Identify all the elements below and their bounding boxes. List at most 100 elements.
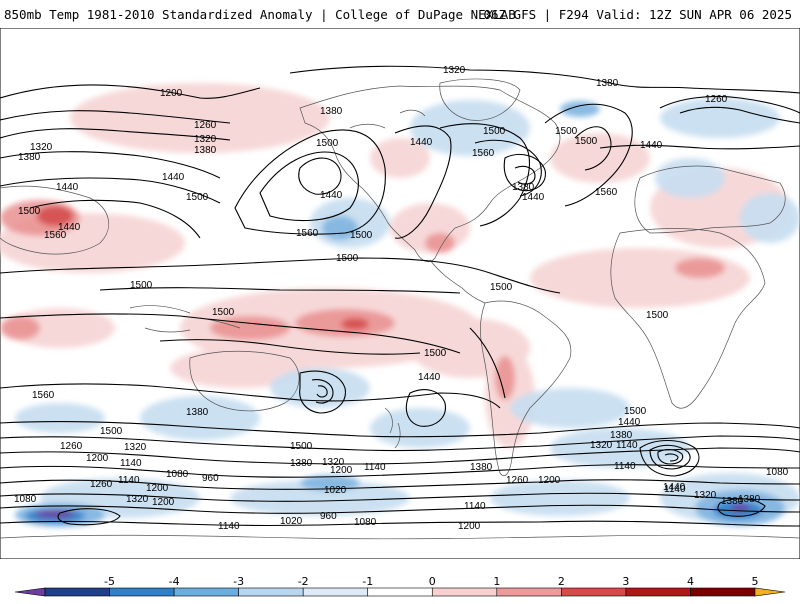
- contour-label: 1200: [160, 88, 183, 99]
- colorbar-tick-label: 5: [751, 575, 759, 588]
- contour-label: 1080: [166, 469, 189, 480]
- contour-label: 1260: [506, 475, 529, 486]
- contour-label: 1380: [194, 145, 217, 156]
- contour-label: 1080: [766, 467, 789, 478]
- contour-label: 1440: [663, 482, 686, 493]
- header-bar: 850mb Temp 1981-2010 Standardized Anomal…: [0, 0, 800, 28]
- contour-label: 1080: [354, 517, 377, 528]
- contour-label: 1260: [60, 441, 83, 452]
- colorbar-tick-label: -5: [104, 575, 116, 588]
- contour-label: 1500: [100, 426, 123, 437]
- contour-label: 1500: [555, 126, 578, 137]
- contour-label: 1440: [320, 190, 343, 201]
- contour-label: 1200: [86, 453, 109, 464]
- colorbar-tick-label: 3: [622, 575, 630, 588]
- contour-label: 1140: [218, 521, 240, 532]
- contour-label: 1320: [590, 440, 613, 451]
- contour-label: 1380: [512, 182, 535, 193]
- contour-label: 1500: [212, 307, 235, 318]
- contour-label: 1320: [126, 494, 149, 505]
- contour-label: 1500: [18, 206, 41, 217]
- contour-label: 1380: [186, 407, 209, 418]
- contour-label: 1020: [280, 516, 303, 527]
- colorbar-segment: [690, 587, 756, 597]
- contour-label: 1140: [616, 440, 638, 451]
- contour-label: 1140: [464, 501, 486, 512]
- contour-label: 1380: [290, 458, 313, 469]
- contour-label: 1380: [721, 496, 744, 507]
- contour-label: 1200: [458, 521, 481, 532]
- contour-label: 1560: [595, 187, 618, 198]
- colorbar-segment: [625, 587, 691, 597]
- contour-label: 1440: [640, 140, 663, 151]
- colorbar-segment: [431, 587, 498, 597]
- contour-label: 1560: [44, 230, 67, 241]
- contour-label: 1140: [364, 462, 386, 473]
- contour-label: 1260: [90, 479, 113, 490]
- colorbar-tick-label: -4: [168, 575, 180, 588]
- model-run-info: 06Z GFS | F294 Valid: 12Z SUN APR 06 202…: [483, 7, 792, 22]
- contour-label: 1200: [146, 483, 169, 494]
- colorbar-segment: [44, 587, 110, 597]
- contour-label: 1500: [424, 348, 447, 359]
- contour-label: 1440: [162, 172, 185, 183]
- contour-label: 1080: [14, 494, 37, 505]
- contour-label: 1560: [32, 390, 55, 401]
- colorbar-tick-label: 0: [428, 575, 436, 588]
- colorbar-segment: [561, 587, 627, 597]
- contour-label: 1440: [618, 417, 641, 428]
- contour-label: 1320: [322, 457, 345, 468]
- contour-label: 1320: [443, 65, 466, 76]
- contour-label: 1320: [124, 442, 147, 453]
- contour-label: 1500: [336, 253, 359, 264]
- colorbar-tick-label: 2: [557, 575, 565, 588]
- contour-label: 1200: [538, 475, 561, 486]
- contour-label: 1260: [194, 120, 217, 131]
- colorbar-segment: [367, 587, 433, 597]
- contour-labels: 1320 1380 1260 1200 1260 1320 1380 1320 …: [14, 65, 789, 532]
- contour-label: 1140: [118, 475, 140, 486]
- contour-label: 1380: [320, 106, 343, 117]
- contour-label: 1500: [186, 192, 209, 203]
- contour-label: 1440: [410, 137, 433, 148]
- contour-label: 1500: [624, 406, 647, 417]
- contour-label: 1500: [290, 441, 313, 452]
- colorbar-segment: [173, 587, 239, 597]
- contour-label: 1500: [575, 136, 598, 147]
- colorbar-tick-label: 1: [493, 575, 501, 588]
- contour-label: 1560: [296, 228, 319, 239]
- colorbar-segment: [302, 587, 369, 597]
- colorbar-min-arrow: [14, 587, 46, 597]
- contour-label: 1440: [522, 192, 545, 203]
- colorbar-tick-label: -1: [362, 575, 374, 588]
- contour-label: 960: [320, 511, 337, 522]
- contour-label: 1320: [30, 142, 53, 153]
- colorbar-tick-label: 4: [686, 575, 694, 588]
- contour-label: 1500: [483, 126, 506, 137]
- height-contours: [0, 65, 800, 527]
- colorbar-tick-label: -3: [233, 575, 245, 588]
- coastlines: [0, 78, 800, 540]
- contour-label: 1140: [614, 461, 636, 472]
- contour-label: 1440: [58, 222, 81, 233]
- contour-label: 1500: [130, 280, 153, 291]
- contour-label: 1200: [152, 497, 175, 508]
- contour-label: 1380: [738, 494, 761, 505]
- contour-label: 1440: [56, 182, 79, 193]
- colorbar-segment: [238, 587, 304, 597]
- contour-label: 960: [202, 473, 219, 484]
- map-panel: 1320 1380 1260 1200 1260 1320 1380 1320 …: [0, 27, 800, 560]
- contour-label: 1380: [596, 78, 619, 89]
- contour-label: 1380: [18, 152, 41, 163]
- colorbar-tick-label: -2: [297, 575, 309, 588]
- contour-label: 1140: [664, 484, 686, 495]
- contour-label: 1260: [705, 94, 728, 105]
- colorbar-segment: [496, 587, 562, 597]
- colorbar: [0, 565, 800, 600]
- contour-label: 1200: [330, 465, 353, 476]
- contour-label: 1380: [470, 462, 493, 473]
- map-title: 850mb Temp 1981-2010 Standardized Anomal…: [4, 7, 516, 22]
- contour-label: 1380: [610, 430, 633, 441]
- contour-label: 1020: [324, 485, 347, 496]
- contour-label: 1500: [490, 282, 513, 293]
